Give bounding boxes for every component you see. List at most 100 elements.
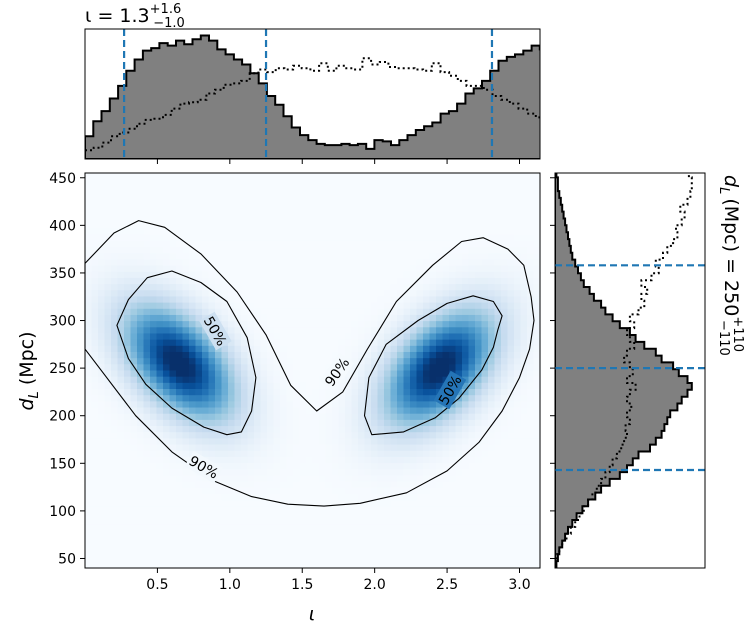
heatmap-cell xyxy=(202,543,210,551)
heatmap-cell xyxy=(169,253,177,260)
heatmap-cell xyxy=(215,185,223,193)
heatmap-cell xyxy=(319,432,327,439)
heatmap-cell xyxy=(371,284,379,291)
heatmap-cell xyxy=(442,561,450,569)
heatmap-cell xyxy=(228,537,236,544)
heatmap-cell xyxy=(156,463,164,470)
heatmap-cell xyxy=(416,469,424,477)
heatmap-cell xyxy=(306,222,314,230)
heatmap-cell xyxy=(208,173,216,180)
heatmap-cell xyxy=(124,444,132,452)
heatmap-cell xyxy=(397,364,405,372)
heatmap-cell xyxy=(267,419,275,427)
heatmap-cell xyxy=(332,512,340,520)
heatmap-cell xyxy=(312,456,320,464)
heatmap-cell xyxy=(143,302,151,310)
heatmap-cell xyxy=(130,259,138,267)
heatmap-cell xyxy=(332,389,340,396)
heatmap-cell xyxy=(351,432,359,439)
heatmap-cell xyxy=(429,407,437,415)
heatmap-cell xyxy=(410,524,418,532)
heatmap-cell xyxy=(306,401,314,409)
heatmap-cell xyxy=(306,271,314,279)
heatmap-cell xyxy=(312,253,320,260)
heatmap-cell xyxy=(475,216,483,223)
heatmap-cell xyxy=(416,290,424,298)
heatmap-cell xyxy=(423,401,431,409)
heatmap-cell xyxy=(416,173,424,180)
y-tick-label: 400 xyxy=(49,218,76,234)
heatmap-cell xyxy=(111,456,119,464)
heatmap-cell xyxy=(468,450,476,458)
heatmap-cell xyxy=(338,247,346,254)
heatmap-cell xyxy=(267,401,275,409)
heatmap-cell xyxy=(202,351,210,359)
heatmap-cell xyxy=(98,401,106,409)
heatmap-cell xyxy=(163,401,171,409)
heatmap-cell xyxy=(163,487,171,495)
heatmap-cell xyxy=(527,543,535,551)
heatmap-cell xyxy=(319,179,327,186)
heatmap-cell xyxy=(377,179,385,186)
heatmap-cell xyxy=(462,382,470,390)
heatmap-cell xyxy=(507,333,515,341)
heatmap-cell xyxy=(273,321,281,328)
heatmap-cell xyxy=(273,259,281,267)
heatmap-cell xyxy=(501,463,509,470)
heatmap-cell xyxy=(338,185,346,193)
heatmap-cell xyxy=(338,401,346,409)
heatmap-cell xyxy=(241,203,249,211)
heatmap-cell xyxy=(390,376,398,384)
heatmap-cell xyxy=(436,284,444,291)
heatmap-cell xyxy=(247,561,255,569)
heatmap-cell xyxy=(501,376,509,384)
heatmap-cell xyxy=(234,308,242,316)
heatmap-cell xyxy=(189,426,197,433)
heatmap-cell xyxy=(364,240,372,248)
heatmap-cell xyxy=(371,481,379,489)
heatmap-cell xyxy=(286,290,294,298)
heatmap-cell xyxy=(208,561,216,569)
heatmap-cell xyxy=(403,549,411,557)
heatmap-cell xyxy=(241,561,249,569)
heatmap-cell xyxy=(462,537,470,544)
heatmap-cell xyxy=(351,197,359,205)
heatmap-cell xyxy=(195,234,203,242)
heatmap-cell xyxy=(111,395,119,402)
heatmap-cell xyxy=(358,284,366,291)
heatmap-cell xyxy=(117,345,125,353)
heatmap-cell xyxy=(429,382,437,390)
heatmap-cell xyxy=(156,524,164,532)
heatmap-cell xyxy=(410,216,418,223)
heatmap-cell xyxy=(306,364,314,372)
heatmap-cell xyxy=(514,253,522,260)
heatmap-cell xyxy=(241,265,249,273)
heatmap-cell xyxy=(85,179,93,186)
heatmap-cell xyxy=(345,290,353,298)
heatmap-cell xyxy=(189,210,197,217)
heatmap-cell xyxy=(137,426,145,433)
heatmap-cell xyxy=(234,512,242,520)
heatmap-cell xyxy=(455,173,463,180)
heatmap-cell xyxy=(306,450,314,458)
heatmap-cell xyxy=(202,426,210,433)
heatmap-cell xyxy=(280,284,288,291)
heatmap-cell xyxy=(293,216,301,223)
heatmap-cell xyxy=(449,259,457,267)
heatmap-cell xyxy=(202,530,210,538)
heatmap-cell xyxy=(241,345,249,353)
heatmap-cell xyxy=(312,197,320,205)
heatmap-cell xyxy=(455,450,463,458)
heatmap-cell xyxy=(98,426,106,433)
heatmap-cell xyxy=(358,475,366,483)
heatmap-cell xyxy=(85,456,93,464)
heatmap-cell xyxy=(260,203,268,211)
heatmap-cell xyxy=(462,259,470,267)
heatmap-cell xyxy=(403,333,411,341)
heatmap-cell xyxy=(533,203,541,211)
heatmap-cell xyxy=(299,203,307,211)
heatmap-cell xyxy=(137,339,145,347)
heatmap-cell xyxy=(111,339,119,347)
heatmap-cell xyxy=(416,456,424,464)
heatmap-cell xyxy=(215,370,223,378)
